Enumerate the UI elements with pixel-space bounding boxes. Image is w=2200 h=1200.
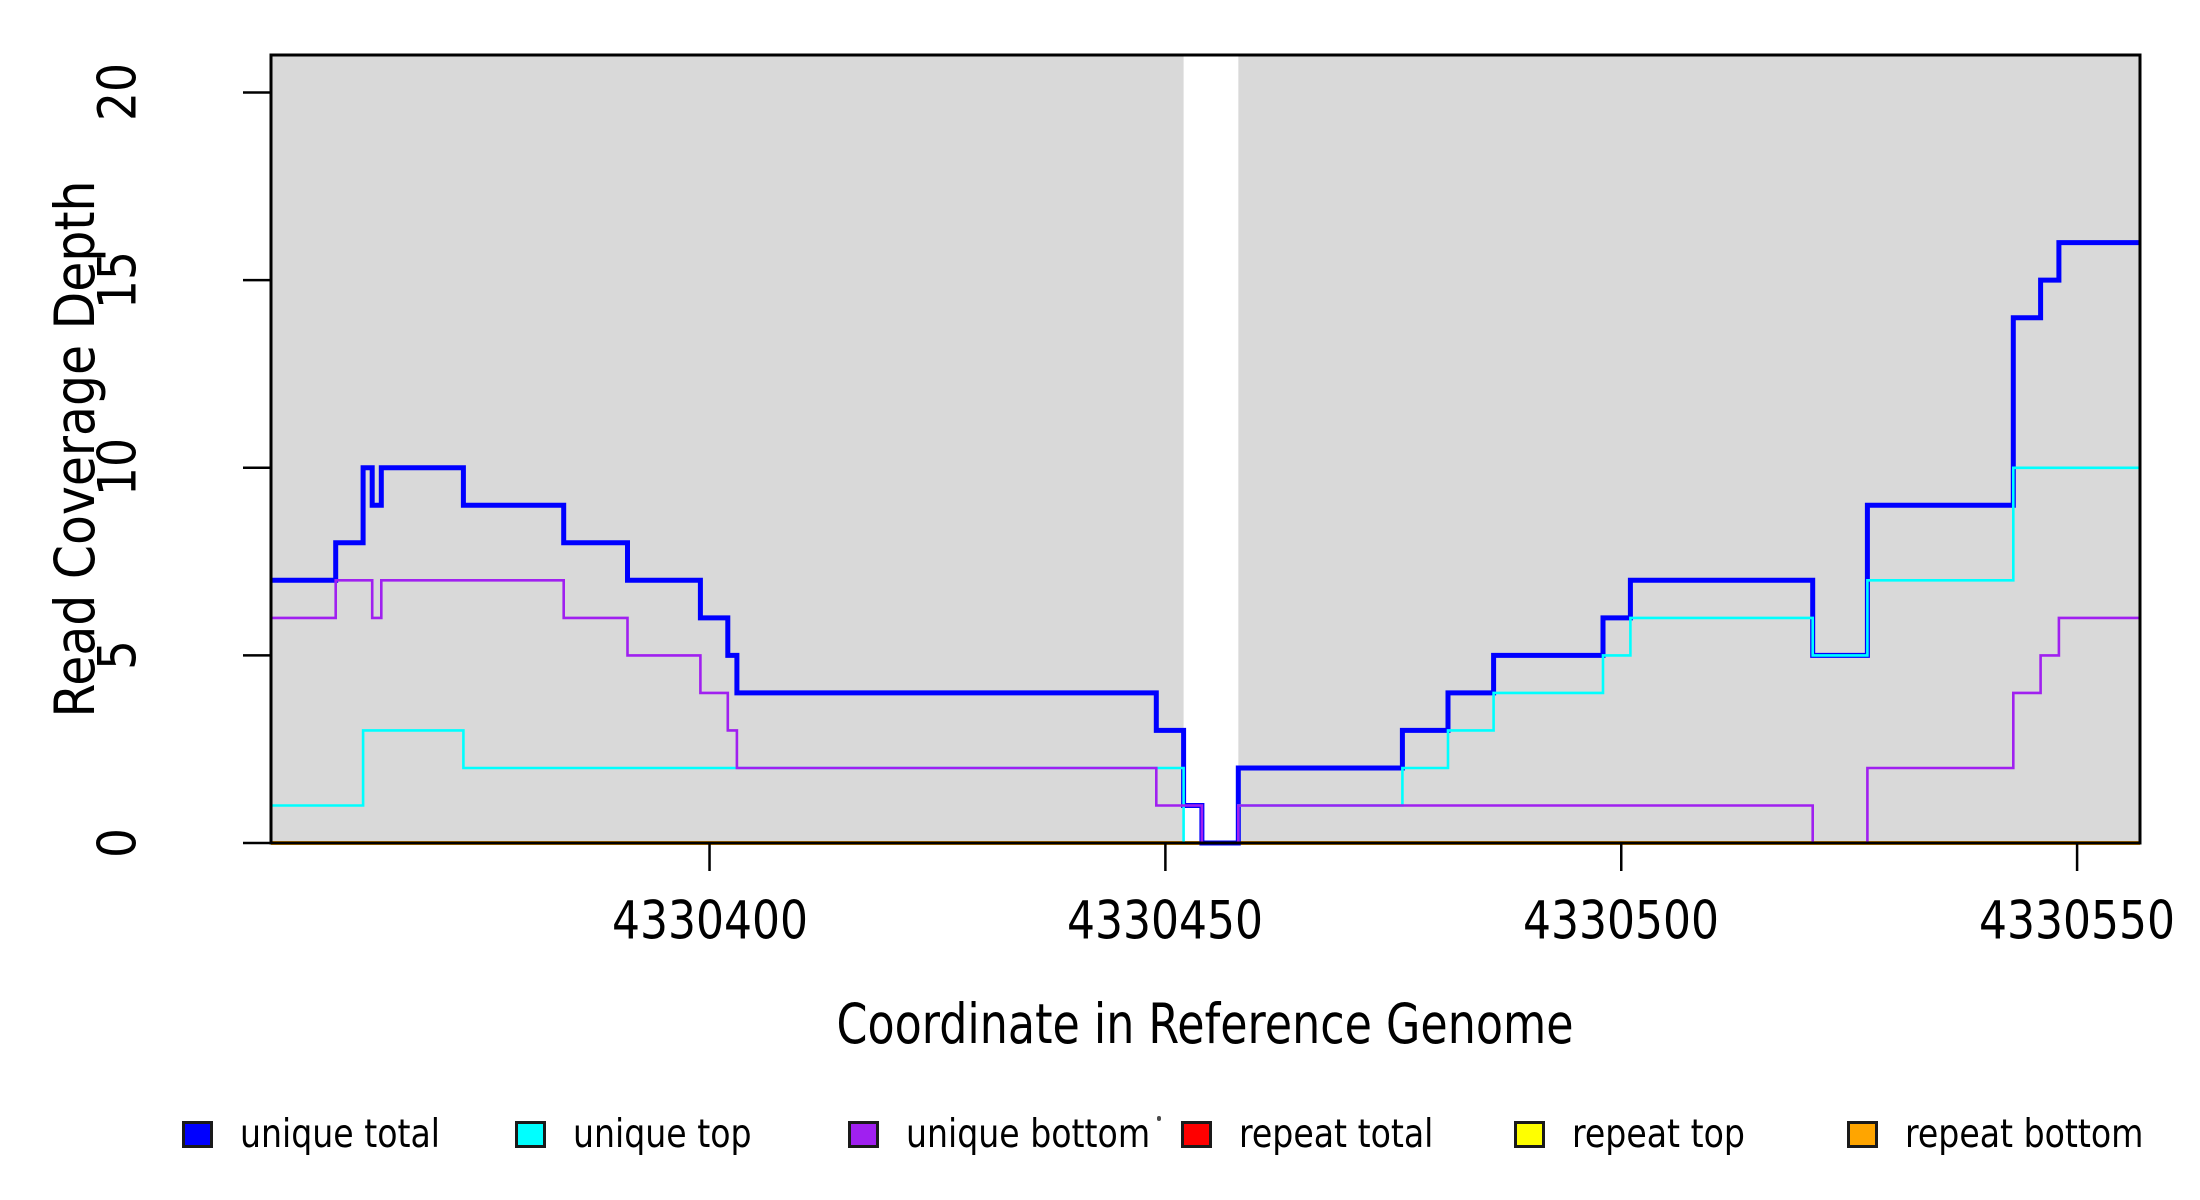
axes-frame-layer [243, 53, 2142, 871]
legend-item-unique-total: unique total [182, 1108, 475, 1160]
legend-label: unique top [573, 1111, 752, 1157]
legend-item-repeat-top: repeat top [1514, 1108, 1775, 1160]
legend-label: repeat total [1239, 1111, 1434, 1157]
coverage-gap-band [1183, 55, 1239, 843]
legend-label: repeat top [1572, 1111, 1745, 1157]
y-tick-label-10: 10 [88, 438, 149, 496]
y-tick-label-5: 5 [88, 640, 149, 670]
legend-label: repeat bottom [1905, 1111, 2144, 1157]
legend-item-repeat-total: repeat total [1181, 1108, 1468, 1160]
x-tick-label-4330500: 4330500 [1523, 891, 1719, 952]
series-line-unique-bottom [271, 579, 2140, 845]
x-axis-title: Coordinate in Reference Genome [837, 992, 1574, 1056]
legend: unique total unique top unique bottom re… [0, 1108, 2200, 1160]
plot-background-layer [271, 55, 2140, 843]
x-tick-label-4330550: 4330550 [1979, 891, 2175, 952]
y-tick-label-15: 15 [88, 251, 149, 309]
repeat-total-swatch [1181, 1120, 1212, 1148]
plot-box [269, 53, 2142, 845]
x-tick-label-4330450: 4330450 [1067, 891, 1263, 952]
unique-top-swatch [515, 1120, 546, 1148]
stray-dot [1157, 1116, 1161, 1121]
series-line-unique-top [271, 466, 2140, 845]
legend-item-unique-top: unique top [515, 1108, 783, 1160]
legend-item-repeat-bottom: repeat bottom [1847, 1108, 2186, 1160]
repeat-bottom-swatch [1847, 1120, 1878, 1148]
unique-total-swatch [182, 1120, 213, 1148]
y-axis-title: Read Coverage Depth [43, 181, 107, 718]
unique-bottom-swatch [848, 1120, 879, 1148]
legend-item-unique-bottom: unique bottom [848, 1108, 1193, 1160]
y-tick-label-0: 0 [88, 828, 149, 858]
y-tick-label-20: 20 [88, 63, 149, 121]
repeat-top-swatch [1514, 1120, 1545, 1148]
legend-label: unique total [240, 1111, 441, 1157]
x-tick-label-4330400: 4330400 [612, 891, 808, 952]
legend-label: unique bottom [906, 1111, 1151, 1157]
